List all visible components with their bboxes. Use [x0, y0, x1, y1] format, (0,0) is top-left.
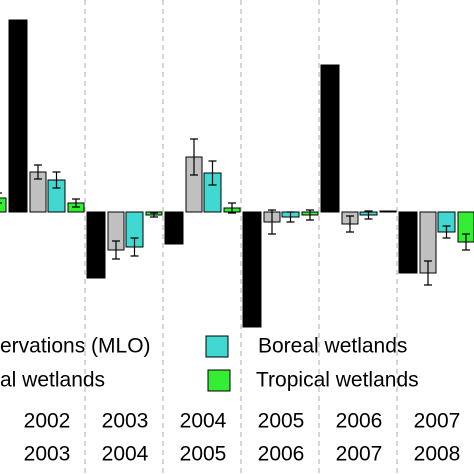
x-tick-label: 2003 — [24, 443, 71, 466]
legend-label: Tropical wetlands — [256, 369, 419, 392]
legend-label: ervations (MLO) — [0, 335, 151, 358]
legend-swatch — [207, 369, 231, 392]
error-bar — [306, 209, 314, 221]
x-tick-label: 2008 — [414, 443, 461, 466]
error-bar — [268, 209, 276, 235]
error-bar — [72, 198, 80, 208]
error-bar — [364, 210, 373, 220]
error-bar — [52, 171, 61, 189]
error-bar — [424, 260, 432, 286]
error-bar — [130, 237, 139, 257]
bar — [0, 197, 7, 213]
x-tick-label: 2006 — [258, 443, 305, 466]
legend-swatch — [205, 335, 229, 358]
x-tick-label: 2006 — [336, 410, 383, 433]
error-bar — [190, 138, 198, 176]
error-bar — [34, 164, 42, 180]
bar — [398, 211, 418, 274]
error-bar — [286, 211, 295, 223]
x-tick-label: 2004 — [102, 443, 149, 466]
x-tick-label: 2007 — [414, 410, 461, 433]
bar — [8, 19, 28, 213]
x-tick-label: 2003 — [102, 410, 149, 433]
bar — [320, 64, 340, 213]
bar — [242, 211, 262, 328]
x-tick-label: 2005 — [258, 410, 305, 433]
x-tick-label: 2007 — [336, 443, 383, 466]
legend-label: al wetlands — [0, 369, 105, 392]
error-bar — [442, 225, 451, 239]
separators — [84, 0, 398, 474]
error-bar — [208, 160, 217, 186]
x-tick-label: 2002 — [24, 410, 71, 433]
error-bar — [150, 212, 158, 218]
error-bar — [346, 215, 354, 233]
x-tick-label: 2005 — [180, 443, 227, 466]
bar — [164, 211, 184, 245]
x-tick-label: 2004 — [180, 410, 227, 433]
error-bar — [462, 233, 470, 251]
error-bar — [228, 202, 236, 214]
bar — [86, 211, 106, 279]
legend-label: Boreal wetlands — [258, 335, 407, 358]
error-bar — [0, 192, 2, 204]
error-bar — [112, 240, 120, 260]
bar — [379, 210, 397, 213]
